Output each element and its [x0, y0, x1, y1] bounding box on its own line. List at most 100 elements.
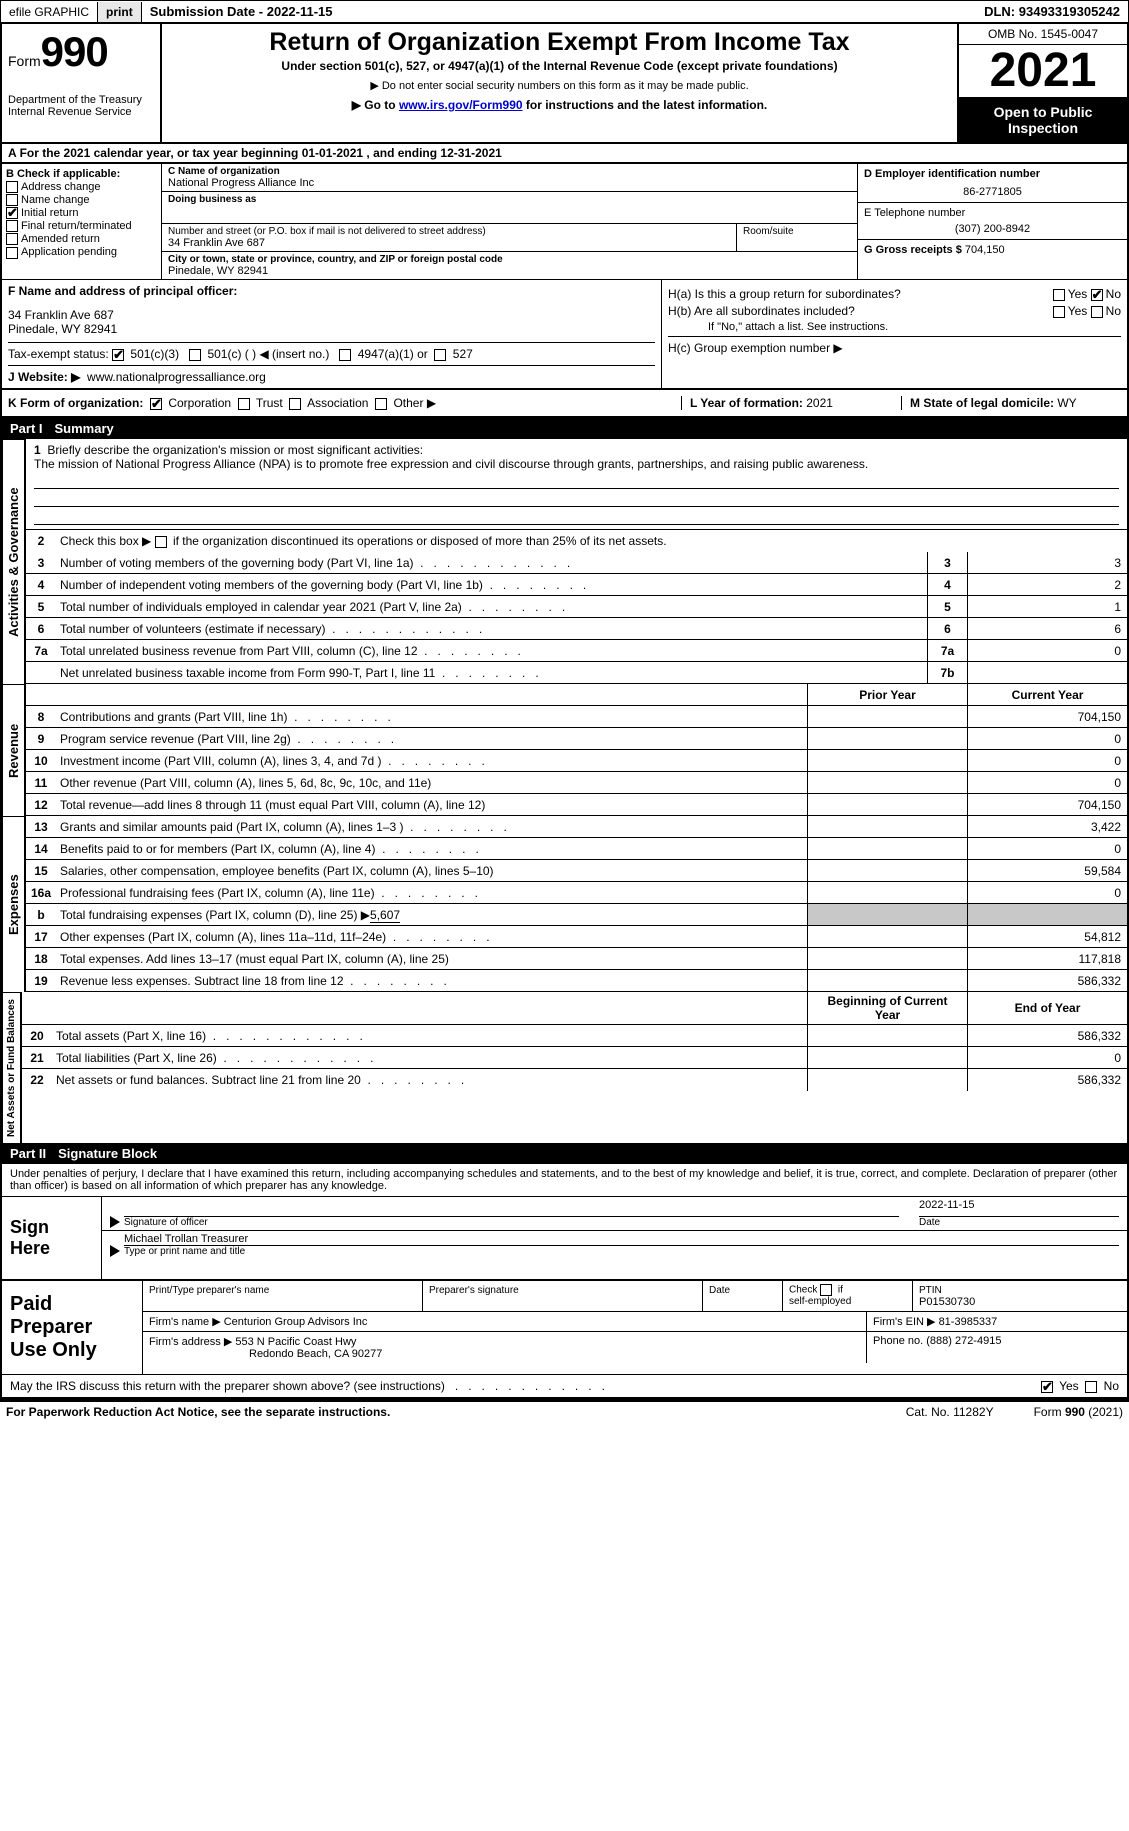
paid-preparer-row: Paid Preparer Use Only Print/Type prepar… [2, 1279, 1127, 1375]
form-subtitle: Under section 501(c), 527, or 4947(a)(1)… [172, 59, 947, 73]
box-d: D Employer identification number 86-2771… [858, 164, 1127, 203]
h-c: H(c) Group exemption number ▶ [668, 336, 1121, 355]
line-11: 11Other revenue (Part VIII, column (A), … [26, 772, 1127, 794]
box-k: K Form of organization: Corporation Trus… [8, 396, 681, 410]
ssn-warning: ▶ Do not enter social security numbers o… [172, 79, 947, 92]
dba-row: Doing business as [162, 192, 857, 224]
box-f: F Name and address of principal officer:… [2, 280, 662, 388]
box-c: C Name of organization National Progress… [162, 164, 857, 279]
line-6: 6Total number of volunteers (estimate if… [26, 618, 1127, 640]
chk-501c[interactable] [189, 349, 201, 361]
arrow-icon [110, 1216, 120, 1228]
city-state-zip: Pinedale, WY 82941 [168, 265, 851, 277]
hb-yes[interactable] [1053, 306, 1065, 318]
chk-name-change[interactable]: Name change [6, 194, 157, 206]
officer-name-line: Michael Trollan Treasurer Type or print … [102, 1231, 1127, 1259]
box-i: Tax-exempt status: 501(c)(3) 501(c) ( ) … [8, 342, 655, 361]
line-21: 21Total liabilities (Part X, line 26) 0 [22, 1047, 1127, 1069]
sidelabel-expenses: Expenses [2, 816, 25, 992]
mission-text: The mission of National Progress Allianc… [34, 457, 868, 471]
sidelabel-revenue: Revenue [2, 684, 25, 816]
discuss-yes[interactable] [1041, 1381, 1053, 1393]
chk-discontinued[interactable] [155, 536, 167, 548]
main-body: Part I Summary Activities & Governance 1… [0, 418, 1129, 1164]
line-22: 22Net assets or fund balances. Subtract … [22, 1069, 1127, 1091]
line-2: 2 Check this box ▶ if the organization d… [26, 530, 1127, 552]
website-url: www.nationalprogressalliance.org [87, 370, 266, 384]
goto-link-line: ▶ Go to www.irs.gov/Form990 for instruct… [172, 98, 947, 112]
box-l: L Year of formation: 2021 [681, 396, 901, 410]
ha-no[interactable] [1091, 289, 1103, 301]
officer-signature-line: Signature of officer 2022-11-15 Date [102, 1197, 1127, 1231]
discuss-line: May the IRS discuss this return with the… [2, 1375, 1127, 1399]
org-name: National Progress Alliance Inc [168, 177, 851, 189]
line-12: 12Total revenue—add lines 8 through 11 (… [26, 794, 1127, 816]
preparer-line-3: Firm's address ▶ 553 N Pacific Coast Hwy… [143, 1332, 1127, 1363]
col-headers-net: Beginning of Current Year End of Year [22, 992, 1127, 1025]
form-header-mid: Return of Organization Exempt From Incom… [162, 24, 957, 142]
open-inspection: Open to PublicInspection [959, 98, 1127, 142]
firm-ein: 81-3985337 [939, 1316, 998, 1328]
print-button[interactable]: print [98, 2, 142, 22]
street-row: Number and street (or P.O. box if mail i… [162, 224, 857, 252]
box-b: B Check if applicable: Address change Na… [2, 164, 162, 279]
chk-trust[interactable] [238, 398, 250, 410]
entity-right: D Employer identification number 86-2771… [857, 164, 1127, 279]
preparer-line-2: Firm's name ▶ Centurion Group Advisors I… [143, 1312, 1127, 1332]
line-4: 4Number of independent voting members of… [26, 574, 1127, 596]
chk-other[interactable] [375, 398, 387, 410]
chk-terminated[interactable]: Final return/terminated [6, 220, 157, 232]
chk-amended[interactable]: Amended return [6, 233, 157, 245]
sidelabel-netassets: Net Assets or Fund Balances [2, 992, 21, 1143]
box-m: M State of legal domicile: WY [901, 396, 1121, 410]
line-5: 5Total number of individuals employed in… [26, 596, 1127, 618]
preparer-line-1: Print/Type preparer's name Preparer's si… [143, 1281, 1127, 1312]
entity-section: B Check if applicable: Address change Na… [0, 164, 1129, 279]
sign-here-label: Sign Here [2, 1197, 102, 1279]
expenses-block: Expenses 13Grants and similar amounts pa… [2, 816, 1127, 992]
box-e: E Telephone number (307) 200-8942 [858, 203, 1127, 240]
form-header: Form990 Department of the Treasury Inter… [0, 23, 1129, 144]
line-16a: 16aProfessional fundraising fees (Part I… [26, 882, 1127, 904]
discuss-no[interactable] [1085, 1381, 1097, 1393]
line-13: 13Grants and similar amounts paid (Part … [26, 816, 1127, 838]
chk-assoc[interactable] [289, 398, 301, 410]
hb-no[interactable] [1091, 306, 1103, 318]
chk-initial-return[interactable]: Initial return [6, 207, 157, 219]
section-k: K Form of organization: Corporation Trus… [0, 390, 1129, 418]
chk-self-employed[interactable] [820, 1284, 832, 1296]
footer-right: Form 990 (2021) [1034, 1405, 1123, 1419]
firm-addr1: 553 N Pacific Coast Hwy [235, 1336, 356, 1348]
chk-4947[interactable] [339, 349, 351, 361]
firm-addr2: Redondo Beach, CA 90277 [249, 1348, 382, 1360]
city-row: City or town, state or province, country… [162, 252, 857, 279]
line-7a: 7aTotal unrelated business revenue from … [26, 640, 1127, 662]
chk-527[interactable] [434, 349, 446, 361]
box-g: G Gross receipts $ 704,150 [858, 240, 1127, 260]
form-header-right: OMB No. 1545-0047 2021 Open to PublicIns… [957, 24, 1127, 142]
top-toolbar: efile GRAPHIC print Submission Date - 20… [0, 0, 1129, 23]
line-20: 20Total assets (Part X, line 16) 586,332 [22, 1025, 1127, 1047]
part-1-header: Part I Summary [2, 418, 1127, 439]
arrow-icon [110, 1245, 120, 1257]
line-8: 8Contributions and grants (Part VIII, li… [26, 706, 1127, 728]
street-address: 34 Franklin Ave 687 [168, 237, 730, 249]
tax-year: 2021 [959, 45, 1127, 98]
part-2-header: Part II Signature Block [2, 1143, 1127, 1164]
net-assets-block: Net Assets or Fund Balances Beginning of… [2, 992, 1127, 1143]
signature-block: Under penalties of perjury, I declare th… [0, 1164, 1129, 1401]
chk-501c3[interactable] [112, 349, 124, 361]
ha-yes[interactable] [1053, 289, 1065, 301]
h-b: H(b) Are all subordinates included? Yes … [668, 304, 1121, 318]
activities-governance-block: Activities & Governance 1 Briefly descri… [2, 439, 1127, 684]
chk-corp[interactable] [150, 398, 162, 410]
sign-here-row: Sign Here Signature of officer 2022-11-1… [2, 1197, 1127, 1279]
chk-app-pending[interactable]: Application pending [6, 246, 157, 258]
irs-link[interactable]: www.irs.gov/Form990 [399, 98, 523, 112]
firm-phone: (888) 272-4915 [926, 1335, 1001, 1347]
form-title: Return of Organization Exempt From Incom… [172, 28, 947, 57]
footer-left: For Paperwork Reduction Act Notice, see … [6, 1405, 390, 1419]
col-headers-rev: Prior Year Current Year [26, 684, 1127, 706]
efile-label: efile GRAPHIC [1, 2, 98, 22]
chk-address-change[interactable]: Address change [6, 181, 157, 193]
